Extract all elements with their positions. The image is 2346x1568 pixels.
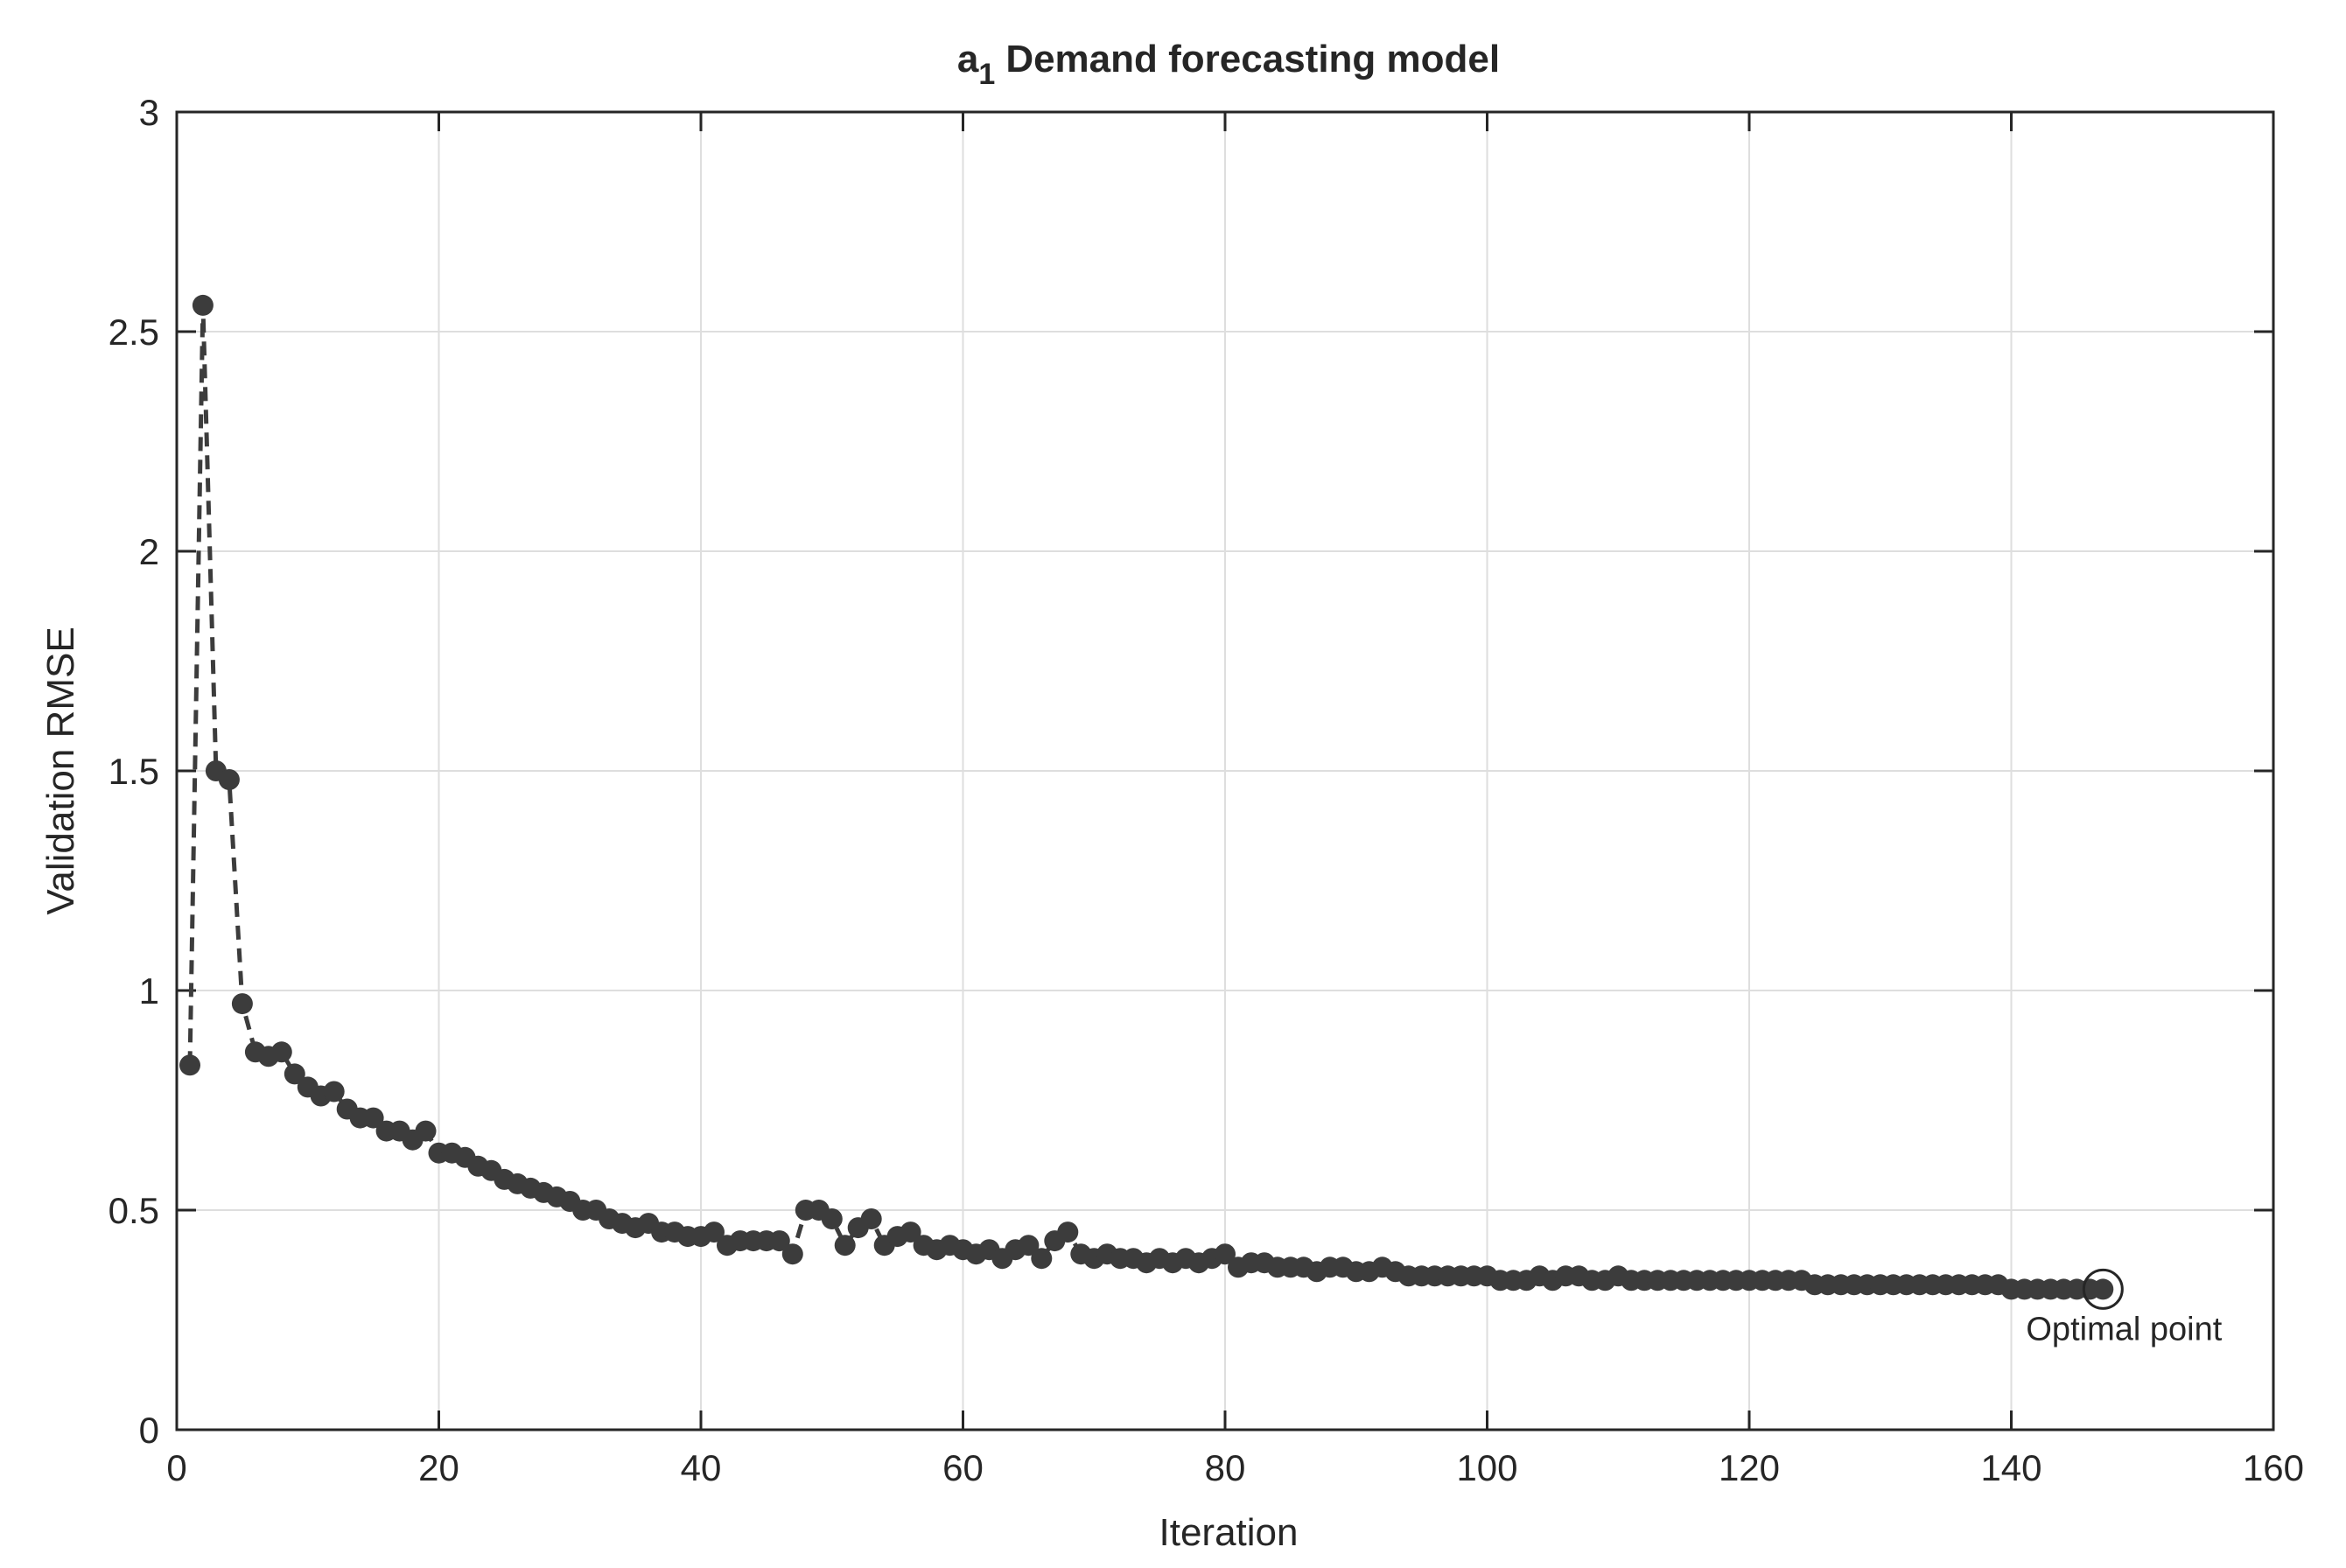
data-point [2092,1278,2114,1300]
optimal-point-marker [2082,1268,2124,1310]
y-tick-label: 0 [139,1410,159,1451]
x-tick-label: 140 [1980,1447,2041,1488]
x-tick-label: 80 [1205,1447,1246,1488]
y-tick-label: 1.5 [109,751,159,792]
x-tick-label: 20 [418,1447,459,1488]
data-point [284,1063,305,1085]
data-point [768,1230,790,1252]
data-point [1031,1248,1053,1270]
title-rest: Demand forecasting model [1005,38,1500,80]
data-point [362,1107,384,1129]
data-point [192,294,214,316]
y-tick-label: 0.5 [109,1190,159,1231]
y-tick-label: 1 [139,970,159,1012]
optimal-point-label: Optimal point [2026,1311,2222,1348]
y-axis-label: Validation RMSE [39,626,82,914]
chart-title: a1 Demand forecasting model [957,38,1500,91]
data-point [1057,1222,1079,1243]
x-tick-label: 40 [681,1447,722,1488]
title-subscript: 1 [978,58,995,91]
ticks: 0 20 40 60 80 100 120 140 160 0 0.5 1 1.5 2 2.5 3 [109,92,2304,1488]
data-point [270,1041,292,1063]
data-point [834,1235,856,1256]
data-point [900,1222,921,1243]
data-point [415,1120,437,1142]
data-point [218,769,240,790]
x-tick-label: 120 [1719,1447,1780,1488]
grid [177,112,2273,1430]
data-point [179,1054,200,1076]
data-point [1018,1235,1040,1256]
x-tick-label: 0 [166,1447,186,1488]
series [179,294,2114,1300]
data-point [781,1243,803,1265]
x-tick-label: 60 [942,1447,984,1488]
data-point [821,1208,843,1229]
y-tick-label: 3 [139,92,159,133]
data-point [860,1208,882,1229]
x-tick-label: 100 [1456,1447,1517,1488]
title-main: a [957,38,979,80]
data-point [231,993,253,1015]
y-tick-label: 2.5 [109,312,159,353]
data-point [323,1081,345,1102]
x-tick-label: 160 [2243,1447,2304,1488]
annotations: Optimal point [2026,1268,2223,1348]
x-axis-label: Iteration [1159,1511,1299,1554]
data-point [1215,1243,1236,1265]
data-point [704,1222,725,1243]
y-tick-label: 2 [139,531,159,572]
